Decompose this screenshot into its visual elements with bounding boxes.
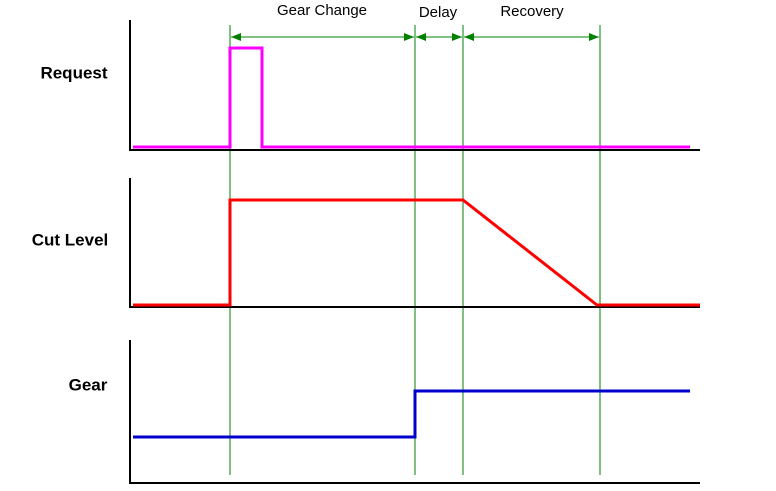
phase-label: Delay [419, 4, 458, 21]
axis [129, 340, 700, 484]
axis [129, 20, 700, 151]
signal-label: Request [40, 63, 107, 82]
phase-label: Recovery [500, 3, 564, 20]
signal-label: Gear [69, 375, 108, 394]
cut-level-signal [133, 198, 700, 307]
request-signal [133, 46, 690, 149]
gear-signal [133, 389, 690, 439]
phase-label: Gear Change [277, 2, 367, 19]
signal-label: Cut Level [32, 230, 109, 249]
axis [129, 178, 700, 308]
